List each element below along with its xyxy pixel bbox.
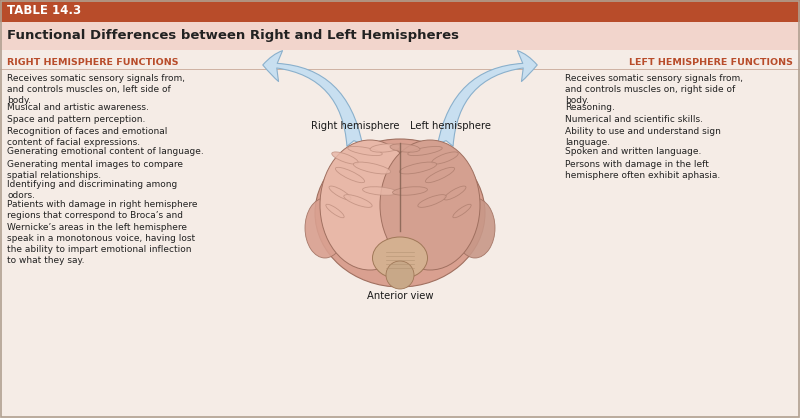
Text: Patients with damage in right hemisphere
regions that correspond to Broca’s and
: Patients with damage in right hemisphere… [7,200,198,265]
Ellipse shape [380,140,480,270]
Ellipse shape [426,167,454,183]
Ellipse shape [332,152,358,164]
Ellipse shape [344,195,372,207]
Text: Ability to use and understand sign
language.: Ability to use and understand sign langu… [565,127,721,147]
Text: Numerical and scientific skills.: Numerical and scientific skills. [565,115,703,124]
Text: Receives somatic sensory signals from,
and controls muscles on, right side of
bo: Receives somatic sensory signals from, a… [565,74,743,105]
Bar [0,50,800,418]
Text: Recognition of faces and emotional
content of facial expressions.: Recognition of faces and emotional conte… [7,127,167,147]
Ellipse shape [362,187,398,195]
Text: Generating mental images to compare
spatial relationships.: Generating mental images to compare spat… [7,160,183,180]
Ellipse shape [393,187,427,195]
Text: Anterior view: Anterior view [366,291,434,301]
Text: Left hemisphere: Left hemisphere [410,121,490,131]
Text: Identifying and discriminating among
odors.: Identifying and discriminating among odo… [7,180,178,200]
Ellipse shape [444,186,466,200]
Ellipse shape [455,198,495,258]
Ellipse shape [320,140,420,270]
Ellipse shape [335,167,365,183]
Text: Reasoning.: Reasoning. [565,102,615,112]
Ellipse shape [354,162,390,174]
Ellipse shape [432,152,458,164]
Text: Musical and artistic awareness.: Musical and artistic awareness. [7,102,149,112]
Text: Space and pattern perception.: Space and pattern perception. [7,115,146,124]
Ellipse shape [315,139,485,287]
Ellipse shape [326,204,344,218]
Ellipse shape [329,186,351,200]
Text: LEFT HEMISPHERE FUNCTIONS: LEFT HEMISPHERE FUNCTIONS [629,58,793,67]
Text: Generating emotional content of language.: Generating emotional content of language… [7,148,204,156]
Ellipse shape [418,195,446,207]
Ellipse shape [305,198,345,258]
Ellipse shape [373,237,427,279]
Bar [0,0,800,22]
Bar [0,22,800,50]
Ellipse shape [408,146,442,155]
Text: Receives somatic sensory signals from,
and controls muscles on, left side of
bod: Receives somatic sensory signals from, a… [7,74,185,105]
Text: Persons with damage in the left
hemisphere often exhibit aphasia.: Persons with damage in the left hemisphe… [565,160,720,180]
Text: Functional Differences between Right and Left Hemispheres: Functional Differences between Right and… [7,30,459,43]
Ellipse shape [399,162,437,174]
Ellipse shape [370,144,400,152]
Ellipse shape [348,146,382,155]
Ellipse shape [453,204,471,218]
Text: TABLE 14.3: TABLE 14.3 [7,5,81,18]
Ellipse shape [390,144,420,152]
Text: RIGHT HEMISPHERE FUNCTIONS: RIGHT HEMISPHERE FUNCTIONS [7,58,178,67]
Text: Right hemisphere: Right hemisphere [310,121,399,131]
Ellipse shape [386,261,414,289]
Text: Spoken and written language.: Spoken and written language. [565,148,702,156]
